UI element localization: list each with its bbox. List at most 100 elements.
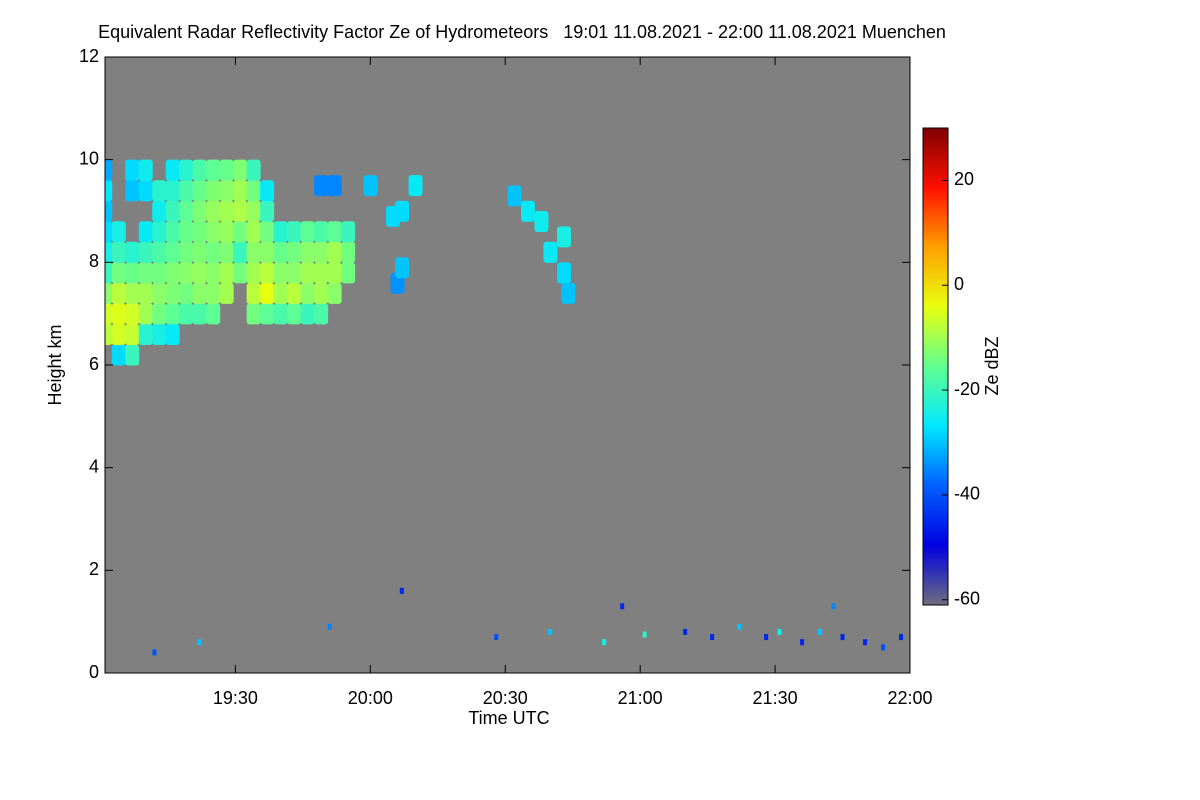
echo-cell [260,241,275,263]
x-tick-label: 20:00 [348,688,393,708]
echo-cell [314,221,329,243]
echo-cell [165,159,180,181]
echo-cell [327,282,342,304]
echo-cell [246,180,261,202]
echo-cell [233,221,248,243]
echo-cell [152,323,167,345]
echo-cell [105,262,113,284]
echo-cell [192,241,207,263]
y-tick-label: 4 [89,456,99,476]
echo-cell [233,159,248,181]
clutter-point [818,628,823,635]
echo-cell [287,221,302,243]
clutter-point [737,623,742,630]
colorbar [922,127,949,606]
echo-cell [327,241,342,263]
clutter-point [777,628,782,635]
echo-cell [246,241,261,263]
echo-cell [233,241,248,263]
echo-cell [125,323,140,345]
echo-cell [395,257,410,279]
echo-cell [138,221,153,243]
clutter-point [548,628,553,635]
clutter-point [152,649,157,656]
echo-cell [165,262,180,284]
colorbar-tick-label: -20 [954,379,980,399]
y-tick-label: 0 [89,662,99,682]
echo-cell [273,262,288,284]
colorbar-label: Ze dBZ [982,336,1002,395]
x-tick-label: 20:30 [483,688,528,708]
echo-cell [152,282,167,304]
clutter-point [710,634,715,641]
echo-cell [105,323,113,345]
echo-cell [179,241,194,263]
echo-cell [287,262,302,284]
y-tick-label: 6 [89,354,99,374]
echo-cell [138,241,153,263]
echo-cell [219,159,234,181]
echo-cell [125,344,140,366]
echo-cell [138,180,153,202]
x-tick-label: 19:30 [213,688,258,708]
clutter-point [899,634,904,641]
echo-cell [260,200,275,222]
echo-cell [260,282,275,304]
echo-cell [206,303,221,325]
echo-cell [179,159,194,181]
echo-cell [125,303,140,325]
clutter-point [620,603,625,610]
echo-cell [165,303,180,325]
echo-cell [341,241,356,263]
echo-cell [520,200,535,222]
echo-cell [105,200,113,222]
echo-cell [192,180,207,202]
echo-cell [179,221,194,243]
echo-cell [152,221,167,243]
echo-cell [273,241,288,263]
echo-cell [556,262,571,284]
echo-cell [192,282,207,304]
echo-cell [206,159,221,181]
colorbar-tick-label: -60 [954,589,980,609]
echo-cell [138,282,153,304]
clutter-point [494,634,499,641]
echo-cell [273,282,288,304]
echo-cell [111,262,126,284]
echo-cell [206,262,221,284]
clutter-point [863,639,868,646]
echo-cell [192,262,207,284]
echo-cell [219,200,234,222]
echo-cell [138,323,153,345]
echo-cell [327,262,342,284]
echo-cell [287,282,302,304]
x-axis-label: Time UTC [468,708,549,728]
echo-cell [341,262,356,284]
echo-cell [206,200,221,222]
echo-cell [165,180,180,202]
echo-cell [300,221,315,243]
echo-cell [192,200,207,222]
echo-cell [125,241,140,263]
x-tick-label: 21:00 [618,688,663,708]
echo-cell [246,221,261,243]
echo-cell [246,262,261,284]
echo-cell [219,180,234,202]
echo-cell [165,241,180,263]
echo-cell [219,282,234,304]
echo-cell [111,221,126,243]
echo-cell [300,282,315,304]
echo-cell [314,282,329,304]
echo-cell [219,221,234,243]
echo-cell [125,262,140,284]
echo-cell [260,180,275,202]
echo-cell [179,282,194,304]
echo-cell [327,221,342,243]
clutter-point [197,639,202,646]
echo-cell [246,303,261,325]
echo-cell [105,159,113,181]
echo-cell [152,200,167,222]
echo-cell [111,282,126,304]
echo-cell [534,211,549,233]
echo-cell [314,241,329,263]
